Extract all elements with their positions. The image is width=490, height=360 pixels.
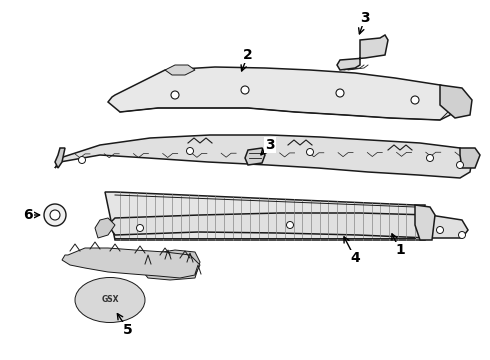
Circle shape [426, 154, 434, 162]
Circle shape [171, 91, 179, 99]
Polygon shape [460, 148, 480, 168]
Polygon shape [440, 85, 472, 118]
Circle shape [287, 221, 294, 229]
Polygon shape [415, 205, 435, 240]
Text: 2: 2 [243, 48, 253, 62]
Text: 6: 6 [23, 208, 33, 222]
Polygon shape [140, 250, 200, 280]
Text: 5: 5 [123, 323, 133, 337]
Circle shape [241, 86, 249, 94]
Polygon shape [108, 67, 460, 120]
Circle shape [44, 204, 66, 226]
Text: 3: 3 [360, 11, 370, 25]
Circle shape [411, 96, 419, 104]
Polygon shape [337, 35, 388, 70]
Text: GSX: GSX [101, 296, 119, 305]
Circle shape [50, 210, 60, 220]
Circle shape [307, 149, 314, 156]
Text: 1: 1 [395, 243, 405, 257]
Polygon shape [55, 135, 472, 178]
Polygon shape [105, 192, 425, 240]
Polygon shape [55, 148, 65, 168]
Circle shape [137, 225, 144, 231]
Polygon shape [62, 248, 200, 278]
Text: 3: 3 [265, 138, 275, 152]
Polygon shape [165, 65, 195, 75]
Ellipse shape [75, 278, 145, 323]
Circle shape [437, 226, 443, 234]
Polygon shape [108, 213, 468, 238]
Text: 4: 4 [350, 251, 360, 265]
Circle shape [459, 231, 466, 239]
Polygon shape [245, 148, 265, 165]
Polygon shape [95, 218, 115, 238]
Circle shape [78, 157, 85, 163]
Circle shape [187, 148, 194, 154]
Circle shape [457, 162, 464, 168]
Circle shape [336, 89, 344, 97]
